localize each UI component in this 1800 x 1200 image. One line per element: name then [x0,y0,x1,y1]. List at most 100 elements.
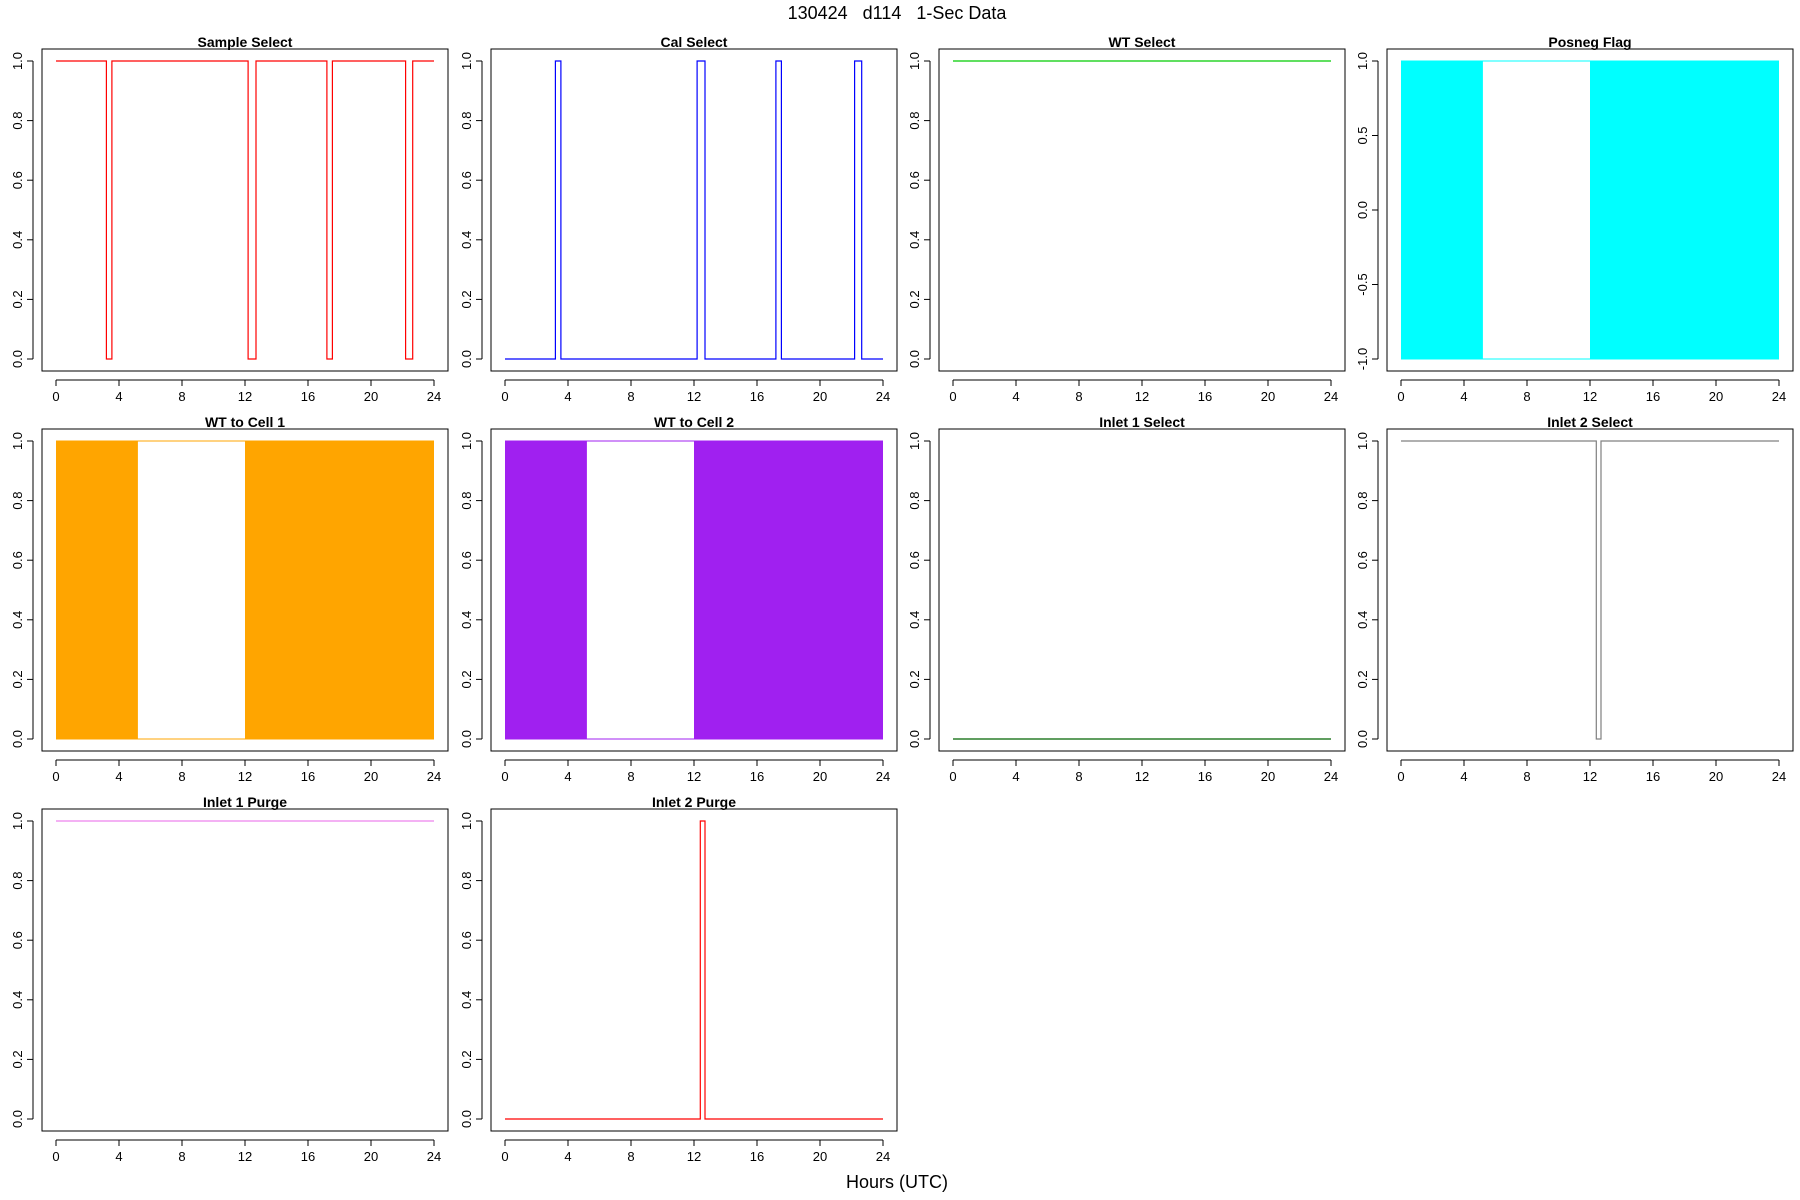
wt-select-x-tick-label: 24 [1324,389,1338,404]
wt-to-cell-1-y-axis: 0.0 0.2 0.4 0.6 0.8 1.0 [10,432,34,748]
panel-wt-to-cell-1: WT to Cell 1 0 4 8 12 16 20 24 0.0 0.2 0.4 0.6 0.8 1.… [10,414,449,784]
wt-select-title: WT Select [1109,34,1176,50]
wt-to-cell-2-y-axis: 0.0 0.2 0.4 0.6 0.8 1.0 [459,432,483,748]
inlet-1-purge-y-tick-label: 0.2 [10,1050,25,1068]
posneg-flag-x-tick-label: 20 [1709,389,1723,404]
inlet-2-select-x-tick-label: 24 [1772,769,1786,784]
sample-select-y-tick-label: 0.0 [10,350,25,368]
posneg-flag-x-tick-label: 4 [1460,389,1467,404]
wt-to-cell-1-block-2 [245,441,434,739]
wt-to-cell-1-x-tick-label: 16 [301,769,315,784]
inlet-1-purge-y-tick-label: 0.4 [10,991,25,1009]
posneg-flag-y-axis: -1.0 -0.5 0.0 0.5 1.0 [1355,52,1379,370]
posneg-flag-y-tick-label: 0.5 [1355,126,1370,144]
wt-select-x-tick-label: 0 [949,389,956,404]
inlet-1-purge-y-tick-label: 0.6 [10,931,25,949]
inlet-2-purge-x-tick-label: 4 [564,1149,571,1164]
panel-inlet-1-purge: Inlet 1 Purge 0 4 8 12 16 20 24 0.0 0.2 0.4 0.6 0.8 1… [10,794,449,1164]
wt-to-cell-2-block-1 [505,441,587,739]
inlet-1-purge-frame [41,808,449,1132]
inlet-1-select-x-tick-label: 20 [1261,769,1275,784]
wt-to-cell-1-x-tick-label: 24 [427,769,441,784]
inlet-2-select-y-tick-label: 0.4 [1355,611,1370,629]
wt-to-cell-1-y-tick-label: 1.0 [10,432,25,450]
inlet-2-purge-y-axis: 0.0 0.2 0.4 0.6 0.8 1.0 [459,812,483,1128]
cal-select-title: Cal Select [661,34,728,50]
cal-select-y-tick-label: 1.0 [459,52,474,70]
sample-select-x-tick-label: 20 [364,389,378,404]
sample-select-y-tick-label: 0.6 [10,171,25,189]
inlet-2-select-series-line [1401,440,1779,740]
cal-select-x-tick-label: 12 [687,389,701,404]
sample-select-series-line [56,60,434,360]
wt-to-cell-2-y-tick-label: 0.2 [459,670,474,688]
panel-sample-select: Sample Select 0 4 8 12 16 20 24 0.0 0.2 0.4 0.6 0.8 1… [10,34,449,404]
posneg-flag-block-2 [1590,61,1779,359]
inlet-2-select-y-tick-label: 0.0 [1355,730,1370,748]
wt-to-cell-2-y-tick-label: 0.6 [459,551,474,569]
inlet-1-select-x-tick-label: 24 [1324,769,1338,784]
inlet-2-select-title: Inlet 2 Select [1547,414,1633,430]
inlet-1-select-y-tick-label: 0.6 [907,551,922,569]
wt-to-cell-1-x-tick-label: 4 [115,769,122,784]
panel-inlet-2-select: Inlet 2 Select 0 4 8 12 16 20 24 0.0 0.2 0.4 0.6 0.8… [1355,414,1794,784]
panel-inlet-2-purge: Inlet 2 Purge 0 4 8 12 16 20 24 0.0 0.2 0.4 0.6 0.8 1… [459,794,898,1164]
wt-to-cell-2-y-tick-label: 1.0 [459,432,474,450]
cal-select-y-tick-label: 0.0 [459,350,474,368]
inlet-2-purge-x-tick-label: 24 [876,1149,890,1164]
wt-to-cell-1-x-tick-label: 20 [364,769,378,784]
wt-select-x-tick-label: 16 [1198,389,1212,404]
wt-to-cell-2-x-axis: 0 4 8 12 16 20 24 [501,759,890,784]
panels: Sample Select 0 4 8 12 16 20 24 0.0 0.2 0.4 0.6 0.8 1… [10,34,1794,1164]
wt-select-y-tick-label: 0.2 [907,290,922,308]
posneg-flag-y-tick-label: 1.0 [1355,52,1370,70]
posneg-flag-frame [1386,48,1794,372]
posneg-flag-y-tick-label: -0.5 [1355,273,1370,295]
inlet-2-select-x-tick-label: 4 [1460,769,1467,784]
sample-select-x-tick-label: 0 [52,389,59,404]
cal-select-x-tick-label: 24 [876,389,890,404]
inlet-2-select-y-tick-label: 1.0 [1355,432,1370,450]
inlet-1-purge-x-tick-label: 24 [427,1149,441,1164]
wt-select-x-tick-label: 12 [1135,389,1149,404]
inlet-2-purge-y-tick-label: 0.2 [459,1050,474,1068]
cal-select-y-tick-label: 0.8 [459,112,474,130]
inlet-2-purge-title: Inlet 2 Purge [652,794,736,810]
wt-to-cell-2-x-tick-label: 24 [876,769,890,784]
inlet-1-purge-x-tick-label: 8 [178,1149,185,1164]
inlet-2-purge-frame [490,808,898,1132]
inlet-2-select-y-axis: 0.0 0.2 0.4 0.6 0.8 1.0 [1355,432,1379,748]
wt-select-y-tick-label: 0.4 [907,231,922,249]
wt-to-cell-1-y-tick-label: 0.2 [10,670,25,688]
posneg-flag-block-1 [1401,61,1483,359]
posneg-flag-x-tick-label: 0 [1397,389,1404,404]
wt-to-cell-2-x-tick-label: 0 [501,769,508,784]
cal-select-y-axis: 0.0 0.2 0.4 0.6 0.8 1.0 [459,52,483,368]
inlet-1-purge-title: Inlet 1 Purge [203,794,287,810]
wt-select-y-tick-label: 0.0 [907,350,922,368]
inlet-2-select-x-tick-label: 8 [1523,769,1530,784]
wt-to-cell-1-x-tick-label: 12 [238,769,252,784]
sample-select-x-tick-label: 24 [427,389,441,404]
inlet-2-select-x-axis: 0 4 8 12 16 20 24 [1397,759,1786,784]
inlet-1-purge-y-tick-label: 0.8 [10,872,25,890]
inlet-2-select-frame [1386,428,1794,752]
inlet-2-select-y-tick-label: 0.6 [1355,551,1370,569]
wt-select-frame [938,48,1346,372]
inlet-1-select-y-tick-label: 0.4 [907,611,922,629]
posneg-flag-title: Posneg Flag [1548,34,1631,50]
sample-select-x-tick-label: 8 [178,389,185,404]
cal-select-x-tick-label: 16 [750,389,764,404]
inlet-2-purge-x-axis: 0 4 8 12 16 20 24 [501,1139,890,1164]
inlet-2-purge-x-tick-label: 16 [750,1149,764,1164]
wt-select-x-tick-label: 8 [1075,389,1082,404]
wt-select-x-tick-label: 4 [1012,389,1019,404]
inlet-2-purge-y-tick-label: 0.0 [459,1110,474,1128]
cal-select-x-tick-label: 20 [813,389,827,404]
x-axis-label: Hours (UTC) [846,1172,948,1192]
wt-select-x-tick-label: 20 [1261,389,1275,404]
sample-select-y-tick-label: 1.0 [10,52,25,70]
wt-to-cell-2-block-2 [694,441,883,739]
posneg-flag-y-tick-label: -1.0 [1355,348,1370,370]
